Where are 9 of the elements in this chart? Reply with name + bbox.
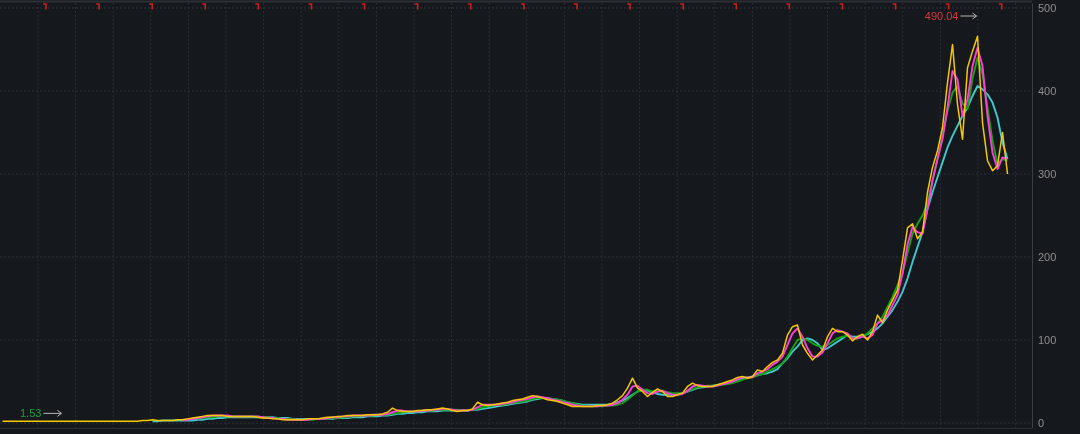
y-tick-label: 100	[1038, 334, 1057, 347]
y-tick-label: 400	[1038, 85, 1057, 98]
annotation: 490.04	[924, 9, 959, 22]
annotation: 1.53	[20, 407, 42, 420]
y-tick-label: 0	[1038, 417, 1045, 430]
y-tick-label: 200	[1038, 251, 1057, 264]
y-tick-label: 300	[1038, 168, 1057, 181]
y-tick-label: 500	[1038, 2, 1057, 14]
line-series	[1, 35, 1009, 423]
